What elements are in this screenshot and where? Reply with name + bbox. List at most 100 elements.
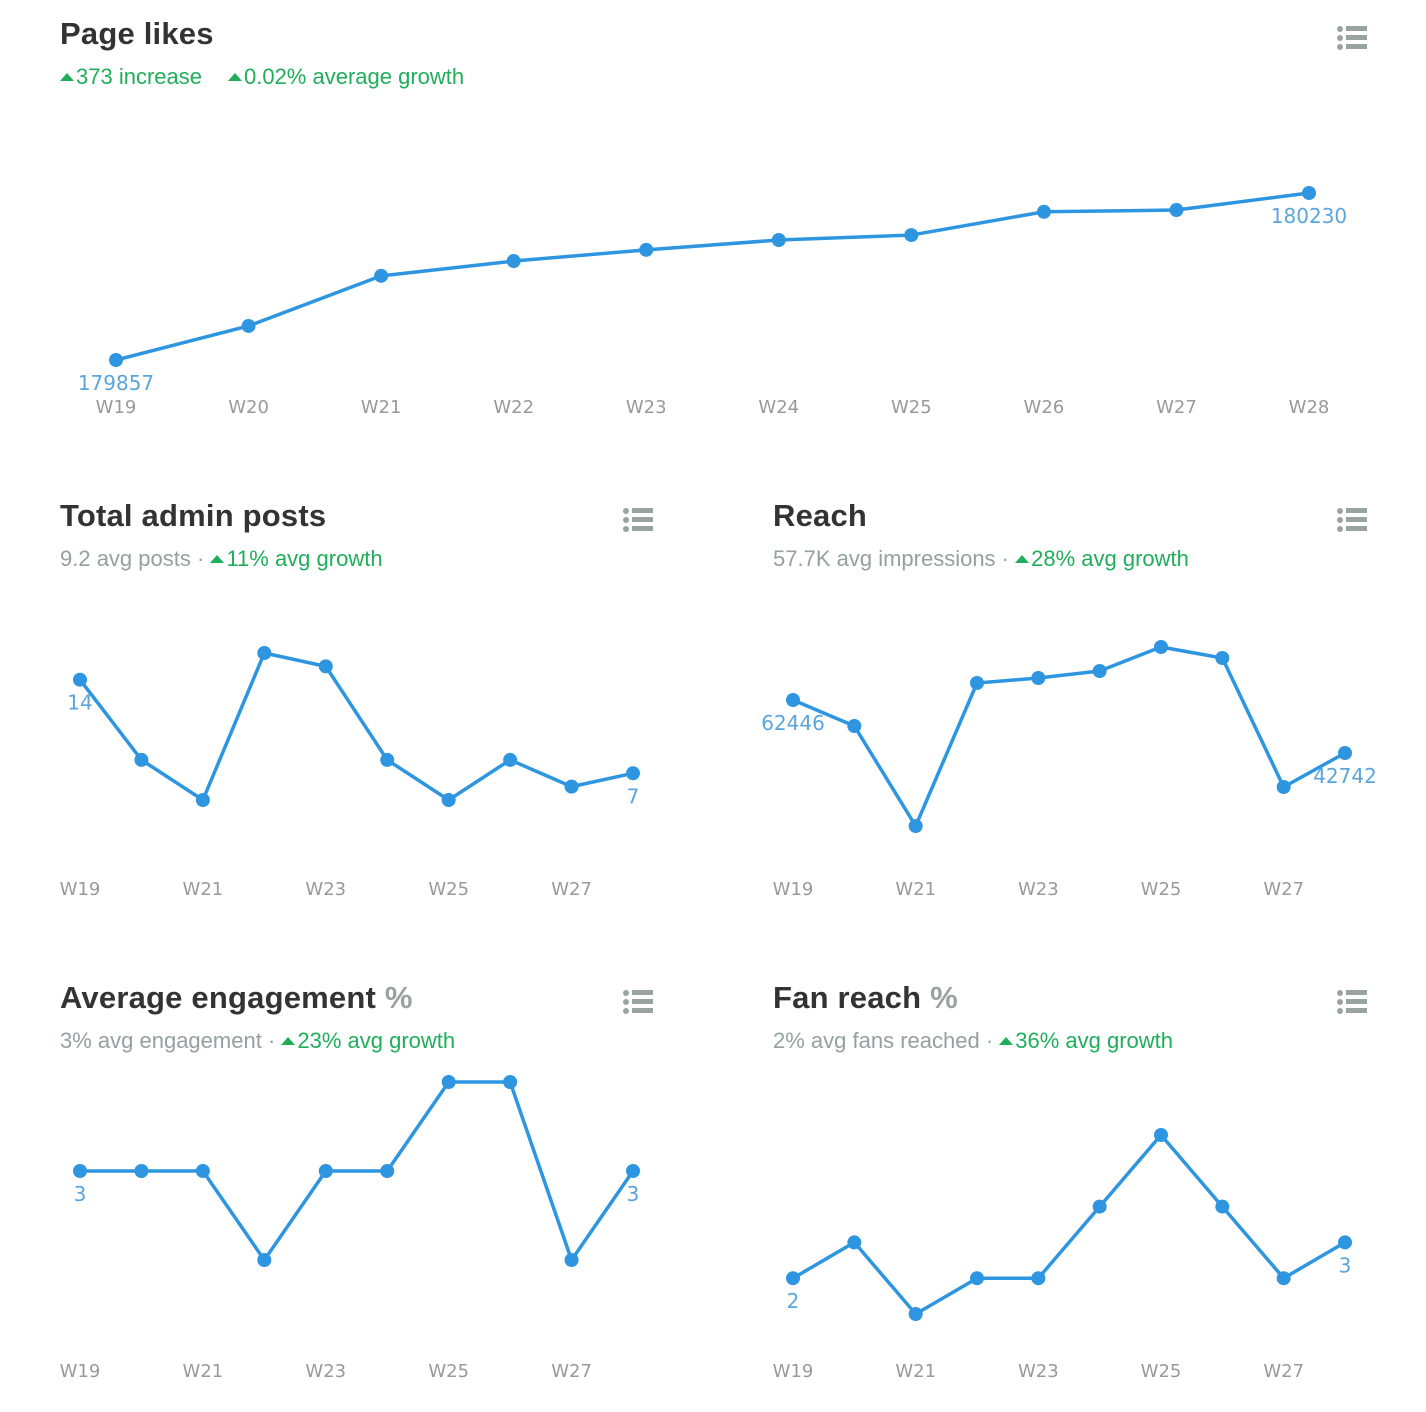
admin_posts-data-label: 7	[627, 784, 640, 808]
fan_reach-x-tick-label: W21	[895, 1361, 936, 1382]
reach-avg: 57.7K avg impressions	[773, 546, 996, 571]
fan_reach-line	[792, 1133, 1346, 1316]
admin_posts-point	[626, 766, 640, 781]
reach-list-icon[interactable]	[1337, 508, 1367, 532]
separator: ·	[979, 1028, 1000, 1053]
admin_posts-point	[503, 752, 518, 767]
page_likes-x-tick-label: W28	[1289, 397, 1330, 418]
up-arrow-icon	[281, 1037, 296, 1045]
admin_posts-point	[195, 793, 210, 807]
fan_reach-point	[1338, 1235, 1352, 1250]
fan-reach-growth: 36% avg growth	[1015, 1028, 1174, 1053]
engagement-avg: 3% avg engagement	[60, 1028, 262, 1053]
admin-posts-title: Total admin posts	[60, 498, 327, 533]
reach-point	[1031, 670, 1046, 685]
reach-point	[1092, 663, 1107, 678]
reach-point	[847, 718, 862, 733]
engagement-list-icon[interactable]	[623, 990, 653, 1014]
engagement-point	[626, 1164, 640, 1178]
page_likes-x-tick-label: W20	[228, 397, 269, 418]
fan-reach-avg: 2% avg fans reached	[773, 1028, 980, 1053]
fan_reach-data-label: 3	[1339, 1253, 1352, 1277]
page_likes-point	[109, 353, 123, 367]
fan_reach-point	[908, 1307, 923, 1321]
engagement-x-tick-label: W27	[551, 1361, 592, 1382]
page_likes-x-tick-label: W22	[493, 397, 534, 418]
admin_posts-point	[73, 672, 87, 687]
reach-point	[1215, 651, 1230, 666]
reach-title: Reach	[773, 498, 868, 533]
engagement-point	[503, 1075, 518, 1089]
fan_reach-point	[970, 1271, 984, 1286]
admin_posts-point	[564, 779, 579, 794]
engagement-title: Average engagement %	[60, 980, 413, 1016]
engagement-title-text: Average engagement	[60, 980, 377, 1015]
reach-point	[908, 819, 923, 833]
reach-stats: 57.7K avg impressions · 28% avg growth	[773, 546, 1189, 572]
page_likes-x-tick-label: W23	[626, 397, 667, 418]
reach-point	[1154, 640, 1168, 654]
percent-suffix: %	[384, 980, 413, 1015]
engagement-line	[80, 1080, 635, 1262]
admin_posts-line	[78, 651, 634, 802]
engagement-x-tick-label: W23	[305, 1361, 346, 1382]
fan_reach-point	[1215, 1199, 1230, 1214]
admin-posts-avg: 9.2 avg posts	[60, 546, 191, 571]
page_likes-x-tick-label: W27	[1156, 397, 1197, 418]
reach-x-tick-label: W19	[773, 879, 814, 900]
engagement-data-label: 3	[627, 1182, 640, 1206]
up-arrow-icon	[227, 73, 242, 81]
fan_reach-point	[1276, 1271, 1291, 1286]
admin_posts-x-tick-label: W21	[183, 879, 224, 900]
page-likes-growth: 0.02% average growth	[243, 64, 465, 89]
admin_posts-point	[134, 752, 149, 767]
page_likes-point	[241, 318, 256, 333]
engagement-point	[564, 1253, 579, 1267]
page_likes-point	[1169, 203, 1184, 218]
fan-reach-stats: 2% avg fans reached · 36% avg growth	[773, 1028, 1173, 1054]
page-likes-list-icon[interactable]	[1337, 26, 1367, 50]
engagement-x-tick-label: W25	[428, 1361, 469, 1382]
admin_posts-x-tick-label: W27	[551, 879, 592, 900]
reach-data-label: 42742	[1313, 764, 1377, 788]
percent-suffix: %	[930, 980, 958, 1015]
reach-line	[792, 645, 1346, 828]
admin-posts-list-icon[interactable]	[623, 508, 653, 532]
reach-growth: 28% avg growth	[1031, 546, 1189, 571]
admin_posts-x-tick-label: W19	[60, 879, 101, 900]
fan-reach-title: Fan reach %	[773, 980, 958, 1016]
fan_reach-x-tick-label: W27	[1263, 1361, 1304, 1382]
page_likes-point	[639, 242, 654, 257]
page_likes-x-tick-label: W21	[361, 397, 402, 418]
fan_reach-x-tick-label: W19	[773, 1361, 814, 1382]
page-likes-title: Page likes	[60, 16, 214, 51]
engagement-stats: 3% avg engagement · 23% avg growth	[60, 1028, 455, 1054]
fan_reach-point	[1031, 1271, 1046, 1286]
engagement-point	[380, 1164, 395, 1178]
admin_posts-point	[318, 659, 333, 674]
page_likes-x-tick-label: W24	[758, 397, 799, 418]
page-likes-stats: 373 increase 0.02% average growth	[60, 64, 464, 90]
engagement-point	[195, 1164, 210, 1178]
fan_reach-point	[1092, 1199, 1107, 1214]
up-arrow-icon	[60, 73, 74, 81]
page_likes-x-tick-label: W19	[96, 397, 137, 418]
page_likes-point	[1302, 186, 1316, 200]
fan_reach-point	[1154, 1128, 1168, 1142]
reach-point	[1338, 745, 1352, 760]
separator: ·	[261, 1028, 282, 1053]
admin_posts-point	[441, 793, 456, 807]
engagement-point	[73, 1164, 87, 1178]
admin-posts-growth: 11% avg growth	[226, 546, 383, 571]
reach-x-tick-label: W23	[1018, 879, 1059, 900]
up-arrow-icon	[1015, 555, 1030, 563]
engagement-x-tick-label: W19	[60, 1361, 101, 1382]
fan-reach-list-icon[interactable]	[1337, 990, 1367, 1014]
page_likes-point	[771, 233, 786, 248]
page_likes-point	[904, 228, 919, 243]
separator: ·	[995, 546, 1016, 571]
page_likes-x-tick-label: W26	[1024, 397, 1065, 418]
up-arrow-icon	[999, 1037, 1014, 1045]
fan_reach-point	[786, 1271, 800, 1286]
